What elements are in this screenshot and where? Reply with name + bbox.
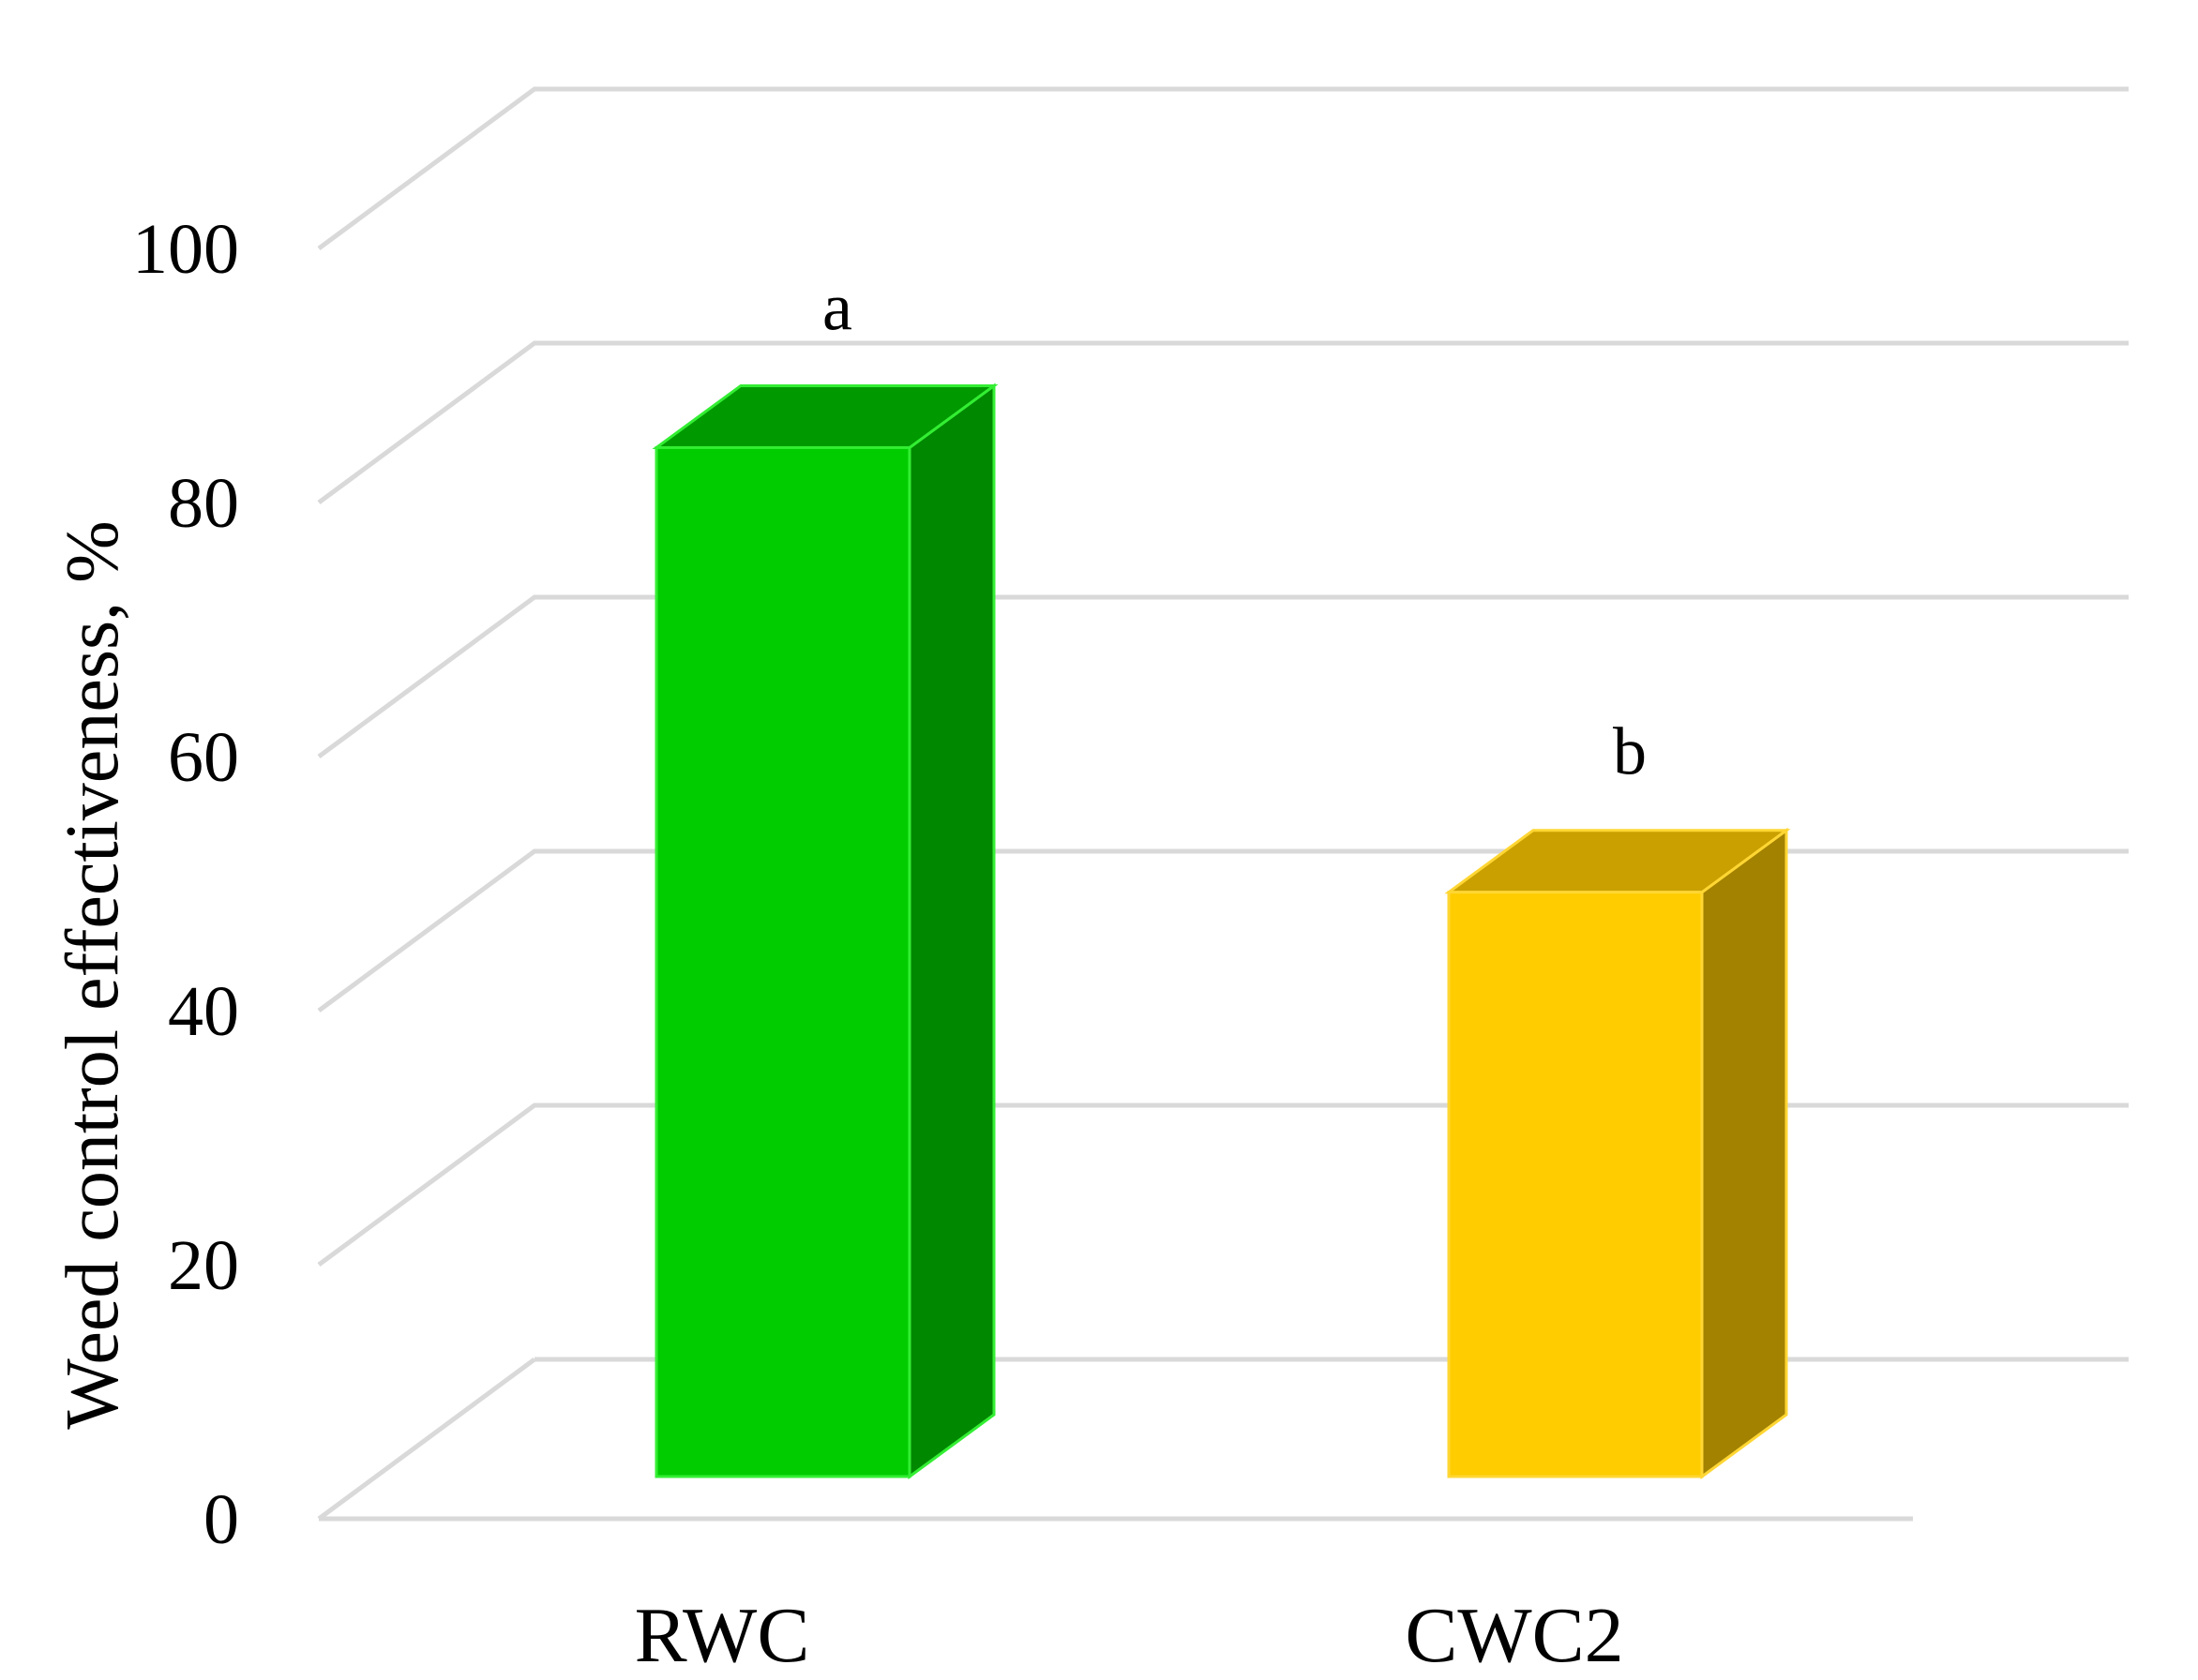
- y-axis-title: Weed control effectiveness, %: [52, 520, 134, 1429]
- y-tick-label-40: 40: [168, 972, 239, 1051]
- bar-front-RWC: [655, 445, 911, 1478]
- y-tick-label-0: 0: [203, 1480, 239, 1559]
- y-tick-label-100: 100: [132, 210, 239, 289]
- data-label-CWC2: b: [1613, 714, 1647, 789]
- bar-CWC2: [1444, 827, 1791, 1479]
- bar-RWC: [652, 382, 999, 1479]
- bar-side-CWC2: [1700, 827, 1788, 1479]
- y-tick-label-60: 60: [168, 718, 239, 797]
- x-category-label-RWC: RWC: [635, 1592, 810, 1679]
- gridline-100: [317, 86, 2129, 251]
- data-labels: ab: [822, 269, 1647, 788]
- bars: [652, 382, 1791, 1479]
- gridline-floor-diagonal: [317, 1357, 536, 1522]
- bar-side-RWC: [908, 382, 996, 1479]
- gridline-80: [317, 340, 2129, 505]
- gridline-40: [317, 848, 2129, 1013]
- data-label-RWC: a: [822, 269, 852, 344]
- gridlines: [317, 86, 2129, 1522]
- gridline-20: [317, 1102, 2129, 1268]
- bar-front-CWC2: [1447, 891, 1704, 1478]
- x-category-label-CWC2: CWC2: [1405, 1592, 1623, 1679]
- y-tick-label-80: 80: [168, 464, 239, 543]
- gridline-60: [317, 594, 2129, 759]
- y-axis-ticks: 0 20 40 60 80 100: [132, 210, 239, 1559]
- y-tick-label-20: 20: [168, 1226, 239, 1305]
- x-axis-categories: RWC CWC2: [635, 1592, 1624, 1679]
